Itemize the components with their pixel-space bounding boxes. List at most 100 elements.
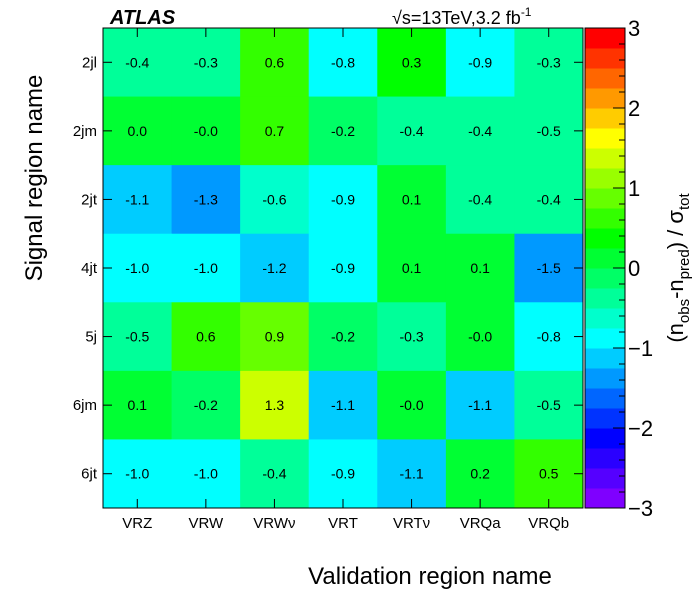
cell-value-label: -0.3 bbox=[537, 54, 561, 70]
heatmap-cell bbox=[308, 370, 378, 440]
heatmap-cell bbox=[514, 28, 584, 98]
heatmap-cells bbox=[103, 28, 584, 509]
y-tick-label: 6jt bbox=[81, 466, 98, 483]
cell-value-label: 0.2 bbox=[470, 466, 490, 482]
x-axis: VRZ VRW VRWν VRT VRTν VRQa VRQb bbox=[122, 28, 569, 532]
heatmap-cell bbox=[308, 28, 378, 98]
colorbar-segment bbox=[585, 68, 625, 89]
y-tick-label: 2jm bbox=[73, 123, 97, 140]
colorbar-segment bbox=[585, 308, 625, 329]
cell-value-label: -0.0 bbox=[468, 329, 492, 345]
cell-value-label: 0.3 bbox=[402, 54, 422, 70]
heatmap-cell bbox=[377, 233, 447, 303]
cell-value-label: 1.3 bbox=[265, 397, 285, 413]
energy-lumi-label: √s=13TeV,3.2 fb-1 bbox=[392, 5, 532, 28]
heatmap-cell bbox=[377, 370, 447, 440]
colorbar-segment bbox=[585, 48, 625, 69]
cell-value-label: 0.1 bbox=[402, 260, 422, 276]
cell-value-label: 0.6 bbox=[265, 54, 285, 70]
cell-value-label: 0.1 bbox=[128, 397, 148, 413]
y-tick-label: 2jl bbox=[82, 54, 97, 71]
colorbar-segment bbox=[585, 108, 625, 129]
heatmap-cell bbox=[308, 96, 378, 166]
cell-value-label: -0.4 bbox=[400, 123, 424, 139]
cell-value-label: -1.2 bbox=[262, 260, 286, 276]
z-tick-label: 1 bbox=[628, 176, 640, 201]
colorbar-segment bbox=[585, 428, 625, 449]
heatmap-cell bbox=[171, 96, 241, 166]
cell-value-label: 0.1 bbox=[402, 191, 422, 207]
cell-value-label: -0.3 bbox=[400, 329, 424, 345]
cell-value-label: -0.2 bbox=[331, 329, 355, 345]
cell-value-label: -0.5 bbox=[537, 123, 561, 139]
cell-value-label: -1.0 bbox=[125, 466, 149, 482]
cell-value-label: -0.4 bbox=[468, 191, 492, 207]
cell-value-label: -1.1 bbox=[331, 397, 355, 413]
heatmap-cell bbox=[171, 370, 241, 440]
heatmap-cell bbox=[240, 28, 310, 98]
colorbar-segment bbox=[585, 228, 625, 249]
heatmap-cell bbox=[377, 439, 447, 509]
cell-value-label: -0.0 bbox=[400, 397, 424, 413]
x-tick-label: VRQb bbox=[528, 515, 569, 532]
x-axis-title: Validation region name bbox=[308, 563, 552, 590]
heatmap-cell bbox=[514, 233, 584, 303]
colorbar-segment bbox=[585, 348, 625, 369]
heatmap-cell bbox=[171, 302, 241, 372]
z-tick-label: −2 bbox=[628, 416, 653, 441]
heatmap-cell bbox=[103, 28, 173, 98]
colorbar-segment bbox=[585, 88, 625, 109]
x-tick-label: VRZ bbox=[122, 515, 152, 532]
cell-value-label: -0.9 bbox=[468, 54, 492, 70]
cell-value-label: -1.1 bbox=[125, 191, 149, 207]
heatmap-cell bbox=[445, 96, 515, 166]
cell-value-label: -0.4 bbox=[537, 191, 561, 207]
colorbar-segment bbox=[585, 468, 625, 489]
cell-value-label: -1.5 bbox=[537, 260, 561, 276]
colorbar-segment bbox=[585, 268, 625, 289]
heatmap-cell bbox=[377, 165, 447, 235]
y-tick-label: 4jt bbox=[81, 260, 98, 277]
cell-value-label: 0.7 bbox=[265, 123, 285, 139]
colorbar-segment bbox=[585, 488, 625, 509]
x-tick-label: VRW bbox=[188, 515, 224, 532]
cell-value-label: -0.4 bbox=[262, 466, 286, 482]
heatmap-cell bbox=[445, 302, 515, 372]
heatmap-cell bbox=[308, 302, 378, 372]
cell-value-label: -1.0 bbox=[125, 260, 149, 276]
cell-value-label: -1.0 bbox=[194, 466, 218, 482]
heatmap-cell bbox=[103, 439, 173, 509]
heatmap-cell bbox=[240, 439, 310, 509]
heatmap-cell bbox=[514, 96, 584, 166]
colorbar-segment bbox=[585, 288, 625, 309]
heatmap-cell bbox=[240, 165, 310, 235]
cell-value-label: -0.0 bbox=[194, 123, 218, 139]
colorbar-segment bbox=[585, 28, 625, 49]
x-tick-label: VRQa bbox=[460, 515, 502, 532]
heatmap-cell bbox=[377, 302, 447, 372]
heatmap-cell bbox=[171, 439, 241, 509]
heatmap-cell bbox=[445, 439, 515, 509]
cell-value-label: -0.2 bbox=[194, 397, 218, 413]
heatmap-cell bbox=[308, 439, 378, 509]
cell-value-label: -1.0 bbox=[194, 260, 218, 276]
colorbar-segment bbox=[585, 148, 625, 169]
cell-value-label: -0.6 bbox=[262, 191, 286, 207]
heatmap-cell bbox=[171, 233, 241, 303]
heatmap-cell bbox=[377, 96, 447, 166]
heatmap-cell bbox=[171, 28, 241, 98]
heatmap-cell bbox=[171, 165, 241, 235]
x-tick-label: VRTν bbox=[393, 515, 430, 532]
cell-value-label: 0.6 bbox=[196, 329, 216, 345]
heatmap-cell bbox=[514, 302, 584, 372]
cell-value-label: -1.1 bbox=[400, 466, 424, 482]
y-axis: 2jl 2jm 2jt 4jt 5j 6jm 6jt bbox=[73, 54, 583, 483]
cell-value-label: 0.5 bbox=[539, 466, 559, 482]
cell-value-labels: -0.4 -0.3 0.6 -0.8 0.3 -0.9 -0.3 0.0 -0.0 0.7 -0.2… bbox=[125, 54, 561, 481]
heatmap-cell bbox=[103, 96, 173, 166]
y-axis-title: Signal region name bbox=[21, 75, 48, 282]
heatmap-cell bbox=[514, 439, 584, 509]
z-axis-title: (nobs-npred) / σtot bbox=[663, 193, 693, 343]
cell-value-label: -0.9 bbox=[331, 191, 355, 207]
